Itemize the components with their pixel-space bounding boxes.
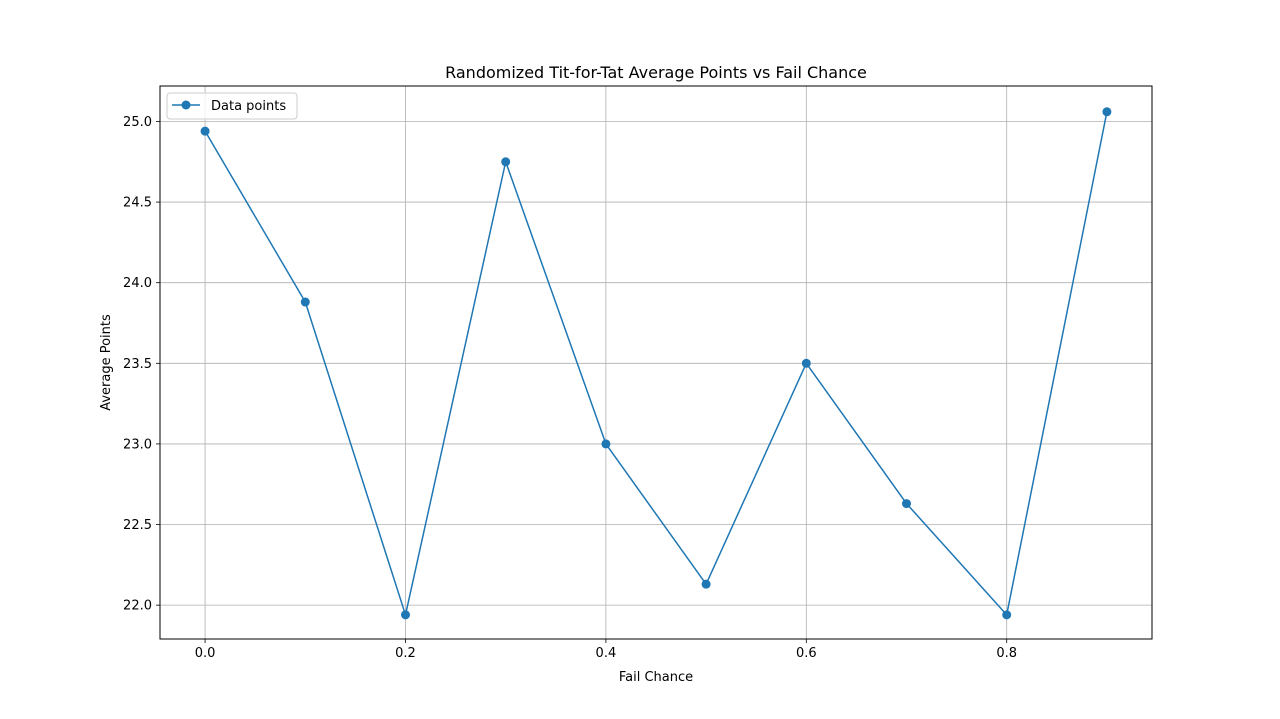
y-axis-label: Average Points bbox=[99, 314, 114, 411]
plot-frame bbox=[159, 85, 1153, 640]
y-tick-label: 24.0 bbox=[123, 276, 152, 291]
data-point bbox=[701, 579, 711, 589]
y-tick-label: 23.5 bbox=[123, 357, 152, 372]
data-point bbox=[501, 157, 511, 167]
y-tick-label: 23.0 bbox=[123, 437, 152, 452]
series-line bbox=[204, 111, 1108, 616]
x-tick-label: 0.0 bbox=[195, 646, 216, 661]
data-point bbox=[1102, 107, 1112, 117]
x-axis-label: Fail Chance bbox=[619, 670, 693, 685]
x-tick-label: 0.8 bbox=[996, 646, 1017, 661]
legend: Data points bbox=[166, 92, 298, 120]
y-tick-label: 22.5 bbox=[123, 518, 152, 533]
y-tick-label: 25.0 bbox=[123, 115, 152, 130]
x-tick-label: 0.2 bbox=[395, 646, 416, 661]
axis-ticks: 0.0 0.2 0.4 0.6 0.8 22.0 22.5 23.0 23.5 24.0 24.5 2… bbox=[123, 115, 1017, 661]
y-tick-label: 24.5 bbox=[123, 196, 152, 211]
data-point bbox=[200, 126, 210, 136]
data-point bbox=[300, 297, 310, 307]
y-tick-label: 22.0 bbox=[123, 599, 152, 614]
grid bbox=[160, 86, 1152, 639]
data-point bbox=[601, 439, 611, 449]
series-layer bbox=[200, 107, 1112, 620]
data-point bbox=[400, 610, 410, 620]
legend-marker-swatch bbox=[181, 100, 191, 110]
legend-entry-label: Data points bbox=[211, 99, 286, 114]
data-point bbox=[902, 499, 912, 509]
data-point bbox=[1002, 610, 1012, 620]
chart-title: Randomized Tit-for-Tat Average Points vs… bbox=[445, 63, 867, 82]
data-point bbox=[801, 358, 811, 368]
x-tick-label: 0.4 bbox=[596, 646, 617, 661]
legend-box bbox=[166, 92, 298, 120]
x-tick-label: 0.6 bbox=[796, 646, 817, 661]
